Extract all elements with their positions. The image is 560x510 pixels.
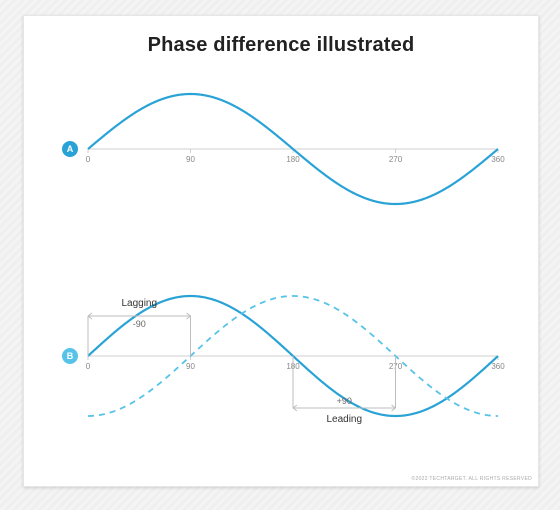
figure-title: Phase difference illustrated (24, 34, 538, 57)
svg-text:90: 90 (186, 155, 195, 164)
panel-a: A 0 90 180 270 360 (62, 74, 512, 224)
svg-text:360: 360 (491, 362, 505, 371)
svg-text:360: 360 (491, 155, 505, 164)
svg-text:0: 0 (86, 155, 91, 164)
svg-text:90: 90 (186, 362, 195, 371)
svg-text:Leading: Leading (326, 414, 362, 425)
svg-text:Lagging: Lagging (121, 298, 157, 309)
panel-b-badge: B (62, 348, 78, 364)
svg-text:0: 0 (86, 362, 91, 371)
panel-b-svg: 090180270360Lagging-90+90Leading (84, 256, 524, 456)
svg-text:270: 270 (389, 155, 403, 164)
svg-text:180: 180 (286, 155, 300, 164)
copyright-text: ©2022 TECHTARGET. ALL RIGHTS RESERVED (412, 476, 532, 482)
figure-card: Phase difference illustrated A 0 90 180 270… (23, 15, 539, 487)
svg-text:-90: -90 (133, 319, 146, 329)
panel-b: B 090180270360Lagging-90+90Leading (62, 256, 512, 456)
svg-text:+90: +90 (337, 396, 352, 406)
panel-a-svg: 0 90 180 270 360 (84, 74, 524, 224)
panel-a-badge: A (62, 141, 78, 157)
